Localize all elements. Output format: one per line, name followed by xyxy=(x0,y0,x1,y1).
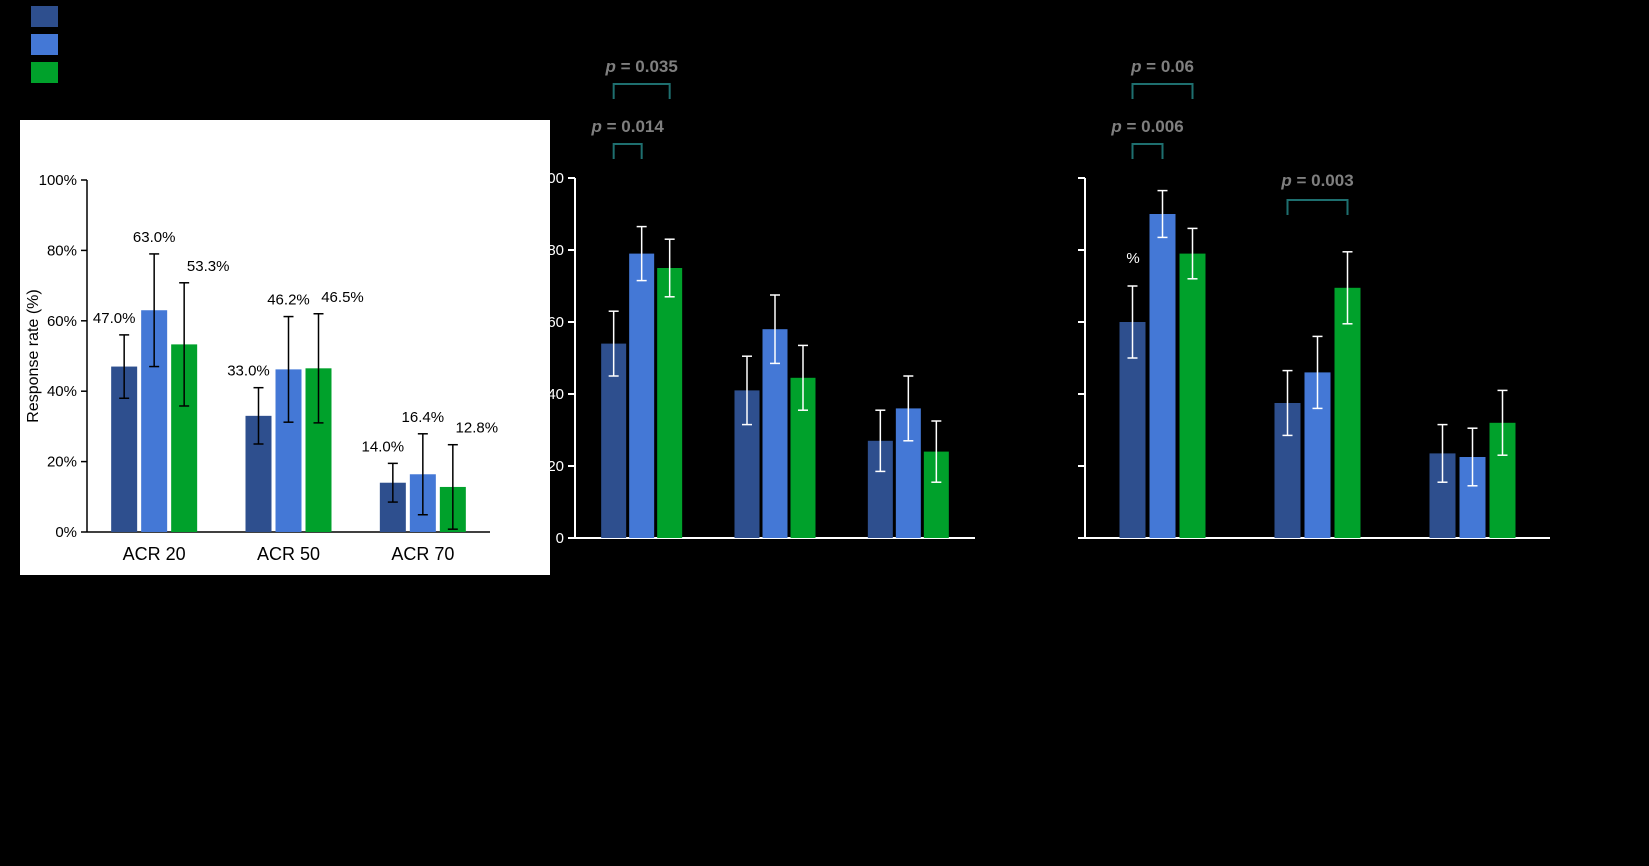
p-value-label: p = 0.006 xyxy=(1110,117,1183,136)
y-tick-label: 100 xyxy=(539,170,564,187)
significance-bracket xyxy=(612,143,643,159)
legend-swatch-series-2 xyxy=(31,34,58,55)
legend xyxy=(31,6,58,83)
p-value-label: p = 0.06 xyxy=(1130,57,1194,76)
data-label: 33.0% xyxy=(227,363,270,380)
significance-bracket xyxy=(1131,83,1194,99)
y-tick-label: 40 xyxy=(547,386,564,403)
bar-chart-middle: 0 20 40 60 80 100 Response rate (%) p = 0.035 p … xyxy=(499,57,975,547)
p-value-label: p = 0.014 xyxy=(591,117,665,136)
category-label: ACR 70 xyxy=(391,544,454,564)
y-tick-label: 0% xyxy=(55,524,77,541)
category-label: ACR 50 xyxy=(257,544,320,564)
partial-data-label: % xyxy=(1126,250,1139,267)
significance-bracket xyxy=(1131,143,1164,159)
p-value-label: p = 0.003 xyxy=(1280,171,1353,190)
bar xyxy=(629,253,655,538)
significance-bracket xyxy=(612,83,671,99)
bar-chart-right: p = 0.06 p = 0.006 p = 0.003% xyxy=(1078,57,1550,539)
y-tick-label: 20 xyxy=(547,458,564,475)
significance-bracket xyxy=(1286,199,1349,215)
data-label: 16.4% xyxy=(402,409,445,426)
bar xyxy=(1149,214,1176,538)
legend-swatch-series-1 xyxy=(31,6,58,27)
data-label: 53.3% xyxy=(187,258,230,275)
y-tick-label: 60 xyxy=(547,314,564,331)
y-tick-label: 80% xyxy=(47,242,77,259)
y-tick-label: 60% xyxy=(47,313,77,330)
data-label: 46.2% xyxy=(267,292,310,309)
y-axis-title: Response rate (%) xyxy=(25,289,42,422)
data-label: 12.8% xyxy=(456,420,499,437)
legend-swatch-series-3 xyxy=(31,62,58,83)
bar xyxy=(657,268,683,538)
category-label: ACR 20 xyxy=(123,544,186,564)
y-axis-title: Response rate (%) xyxy=(499,291,516,424)
chart-panel-left: 0% 20% 40% 60% 80% 100% 47.0% 33.0% 14.0% 63.0% 46… xyxy=(20,120,550,575)
data-label: 46.5% xyxy=(321,289,364,306)
y-tick-label: 20% xyxy=(47,454,77,471)
bar xyxy=(1179,253,1206,538)
y-tick-label: 100% xyxy=(39,172,77,189)
data-label: 63.0% xyxy=(133,229,176,246)
y-tick-label: 40% xyxy=(47,383,77,400)
y-tick-label: 0 xyxy=(556,530,564,547)
data-label: 47.0% xyxy=(93,310,136,327)
bar-chart-acr-response: 0% 20% 40% 60% 80% 100% 47.0% 33.0% 14.0% 63.0% 46… xyxy=(25,172,499,564)
y-tick-label: 80 xyxy=(547,242,564,259)
p-value-label: p = 0.035 xyxy=(605,57,678,76)
data-label: 14.0% xyxy=(362,438,405,455)
bar xyxy=(1334,287,1361,538)
